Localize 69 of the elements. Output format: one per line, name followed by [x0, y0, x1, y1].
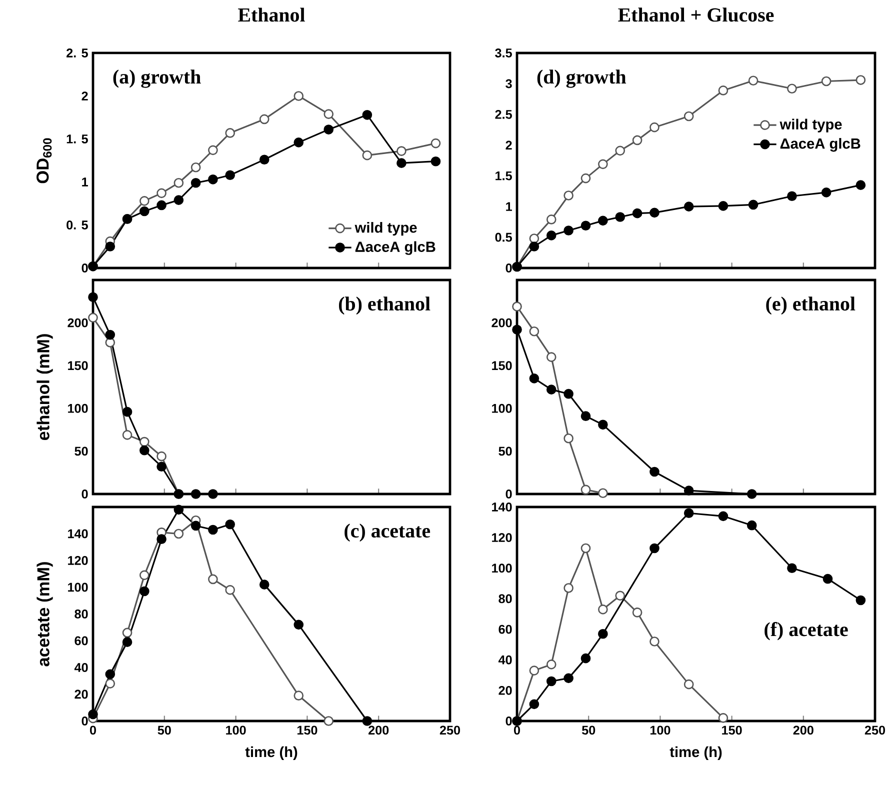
x-tick-label: 100	[650, 726, 670, 735]
y-tick-label: 1	[82, 178, 88, 186]
y-tick-label: 0	[506, 716, 512, 726]
annotation: (a) growth	[113, 70, 201, 88]
y-tick-label: 120	[492, 533, 512, 542]
x-tick-label: 200	[793, 726, 814, 735]
x-tick-label: 0	[514, 726, 520, 735]
x-axis-title: time (h)	[245, 746, 298, 760]
y-tick-label: 0.5	[495, 232, 512, 242]
y-tick-label: 100	[68, 404, 88, 413]
y-tick-label: 80	[498, 594, 512, 604]
legend-label: ΔaceA glcB	[780, 138, 860, 152]
x-tick-label: 150	[297, 726, 318, 735]
x-tick-label: 250	[440, 726, 460, 735]
y-axis-title: acetate (mM)	[36, 562, 53, 666]
x-tick-label: 50	[582, 726, 596, 735]
chart-title: Ethanol	[238, 8, 305, 22]
y-tick-label: 0	[82, 716, 88, 726]
y-tick-label: 0	[506, 490, 512, 498]
legend-label: wild type	[354, 222, 417, 236]
annotation: (c) acetate	[344, 524, 430, 542]
y-axis-title: ethanol (mM)	[36, 334, 53, 440]
annotation: (f) acetate	[764, 622, 848, 640]
y-tick-label: 150	[68, 361, 88, 370]
y-tick-label: 40	[498, 655, 512, 664]
y-tick-label: 2. 5	[66, 48, 88, 58]
y-tick-label: 100	[492, 404, 512, 413]
y-tick-label: 50	[74, 446, 88, 456]
y-tick-label: 20	[498, 686, 512, 695]
y-tick-label: 120	[68, 556, 88, 565]
y-tick-label: 3	[506, 79, 512, 88]
y-tick-label: 1.5	[496, 171, 512, 180]
annotation: (e) ethanol	[766, 296, 856, 315]
y-tick-label: 100	[492, 564, 512, 573]
y-tick-label: 0	[82, 264, 88, 272]
y-tick-label: 1	[506, 202, 512, 211]
y-tick-label: 150	[492, 361, 512, 370]
x-tick-label: 200	[368, 726, 389, 735]
legend-label: ΔaceA glcB	[355, 241, 436, 255]
y-tick-label: 2	[82, 92, 88, 100]
x-tick-label: 100	[226, 726, 246, 735]
legend-label: wild type	[780, 118, 842, 132]
y-tick-label: 1. 5	[66, 134, 88, 144]
y-tick-label: 80	[74, 610, 88, 618]
x-tick-label: 250	[864, 726, 886, 735]
y-tick-label: 40	[74, 663, 88, 672]
x-tick-label: 50	[158, 726, 171, 735]
y-tick-label: 0. 5	[66, 220, 88, 230]
y-tick-label: 3.5	[495, 48, 512, 58]
y-tick-label: 140	[492, 502, 512, 512]
annotation: (d) growth	[537, 70, 626, 88]
y-tick-label: 0	[82, 490, 88, 498]
y-tick-label: 200	[492, 318, 512, 328]
y-tick-label: 60	[74, 636, 88, 646]
annotation: (b) ethanol	[338, 296, 430, 315]
x-tick-label: 150	[722, 726, 742, 735]
x-tick-label: 0	[90, 726, 96, 735]
y-tick-label: 0	[506, 264, 512, 272]
y-tick-label: 200	[68, 318, 88, 328]
y-tick-label: 2.5	[495, 110, 512, 119]
y-tick-label: 2	[506, 140, 512, 150]
y-tick-label: 140	[68, 529, 88, 538]
y-tick-label: 60	[498, 624, 512, 634]
chart-title: Ethanol + Glucose	[618, 8, 774, 22]
y-axis-title: OD$_{600}$	[36, 138, 52, 184]
y-tick-label: 100	[68, 582, 88, 592]
y-tick-label: 20	[74, 690, 88, 699]
y-tick-label: 50	[498, 446, 512, 456]
x-axis-title: time (h)	[670, 746, 722, 760]
